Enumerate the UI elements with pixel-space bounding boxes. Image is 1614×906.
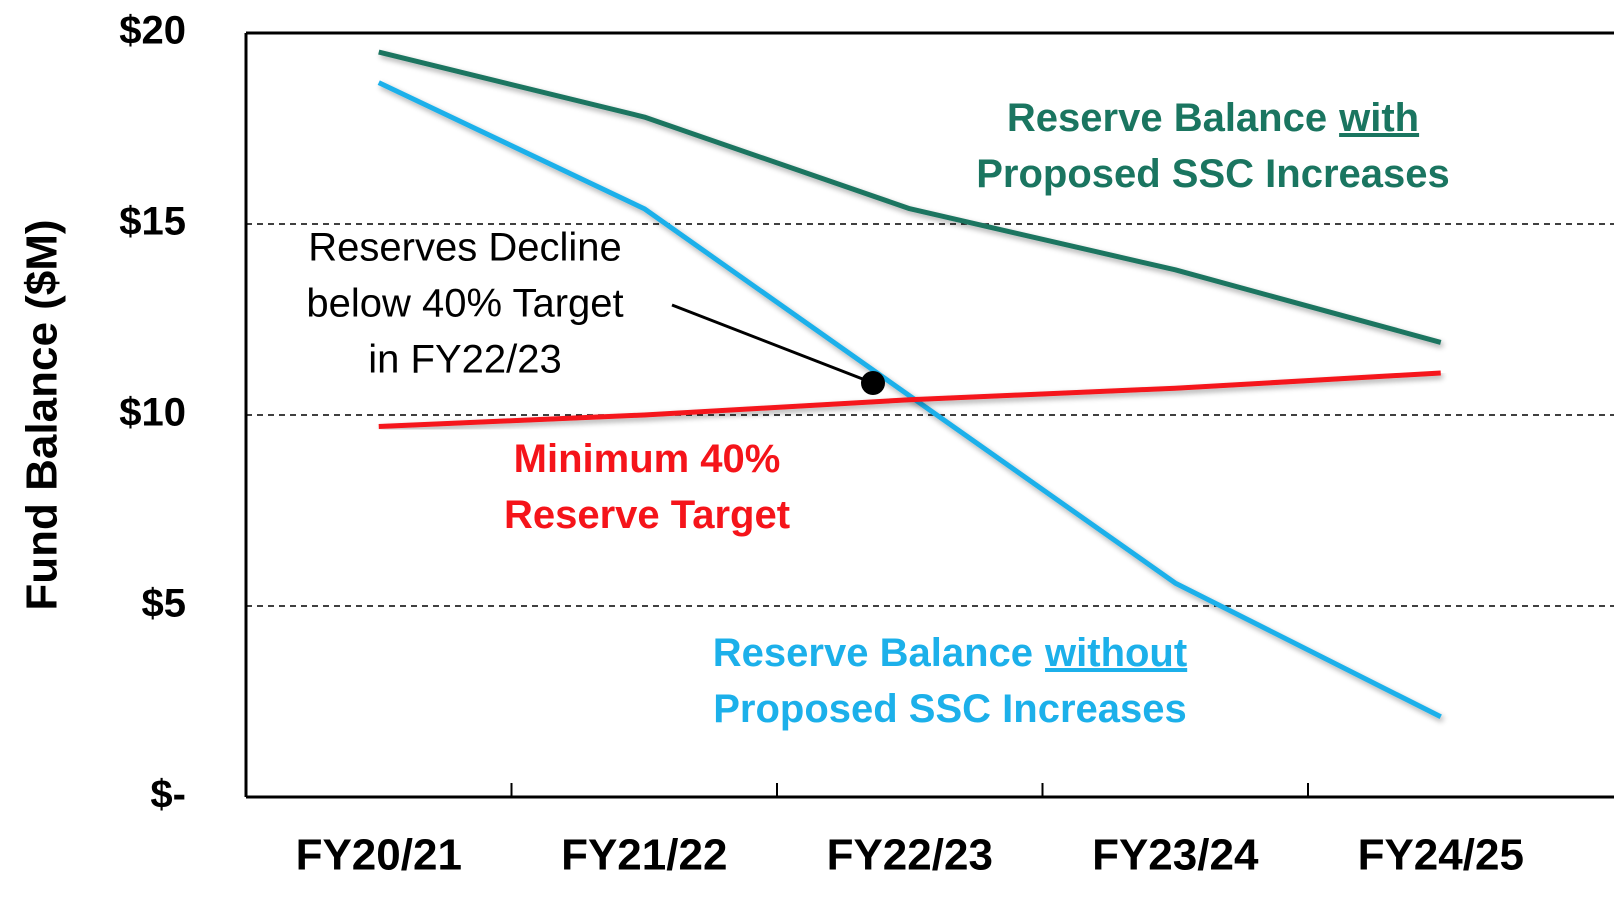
- annotation-arrow: [671, 303, 874, 385]
- annotation-text: below 40% Target: [306, 282, 623, 326]
- series-label: Reserve Balance without: [713, 631, 1187, 675]
- y-tick-label: $20: [119, 9, 186, 53]
- x-tick-label: FY21/22: [561, 831, 727, 880]
- series-line: [378, 49, 1442, 345]
- series-label-part: Reserve Balance: [713, 631, 1033, 675]
- x-tick-label: FY20/21: [296, 831, 462, 880]
- annotation-text: in FY22/23: [368, 338, 561, 382]
- annotation-dot: [861, 371, 885, 395]
- series-label-part: Proposed SSC Increases: [976, 152, 1450, 196]
- y-tick-label: $5: [142, 582, 187, 626]
- x-tick-label: FY23/24: [1092, 831, 1259, 880]
- series-label: Proposed SSC Increases: [713, 687, 1187, 731]
- y-tick-label: $10: [119, 391, 186, 435]
- series-label-part: with: [1338, 96, 1419, 140]
- series-line: [378, 370, 1441, 429]
- y-axis-label: Fund Balance ($M): [18, 219, 67, 610]
- annotation-text: Reserves Decline: [308, 226, 621, 270]
- series-label-part: Reserve Balance: [1007, 96, 1327, 140]
- series-label: Reserve Target: [504, 493, 790, 537]
- series-label-part: Minimum 40%: [514, 437, 781, 481]
- y-tick-label: $-: [150, 773, 186, 817]
- series-line: [377, 80, 1442, 720]
- y-tick-label: $15: [119, 200, 186, 244]
- series-label-part: Proposed SSC Increases: [713, 687, 1187, 731]
- series-label: Reserve Balance with: [1007, 96, 1419, 140]
- series-label-part: without: [1044, 631, 1187, 675]
- x-tick-label: FY22/23: [827, 831, 993, 880]
- series-label-part: Reserve Target: [504, 493, 790, 537]
- x-tick-label: FY24/25: [1358, 831, 1524, 880]
- series-label: Proposed SSC Increases: [976, 152, 1450, 196]
- series-label: Minimum 40%: [514, 437, 781, 481]
